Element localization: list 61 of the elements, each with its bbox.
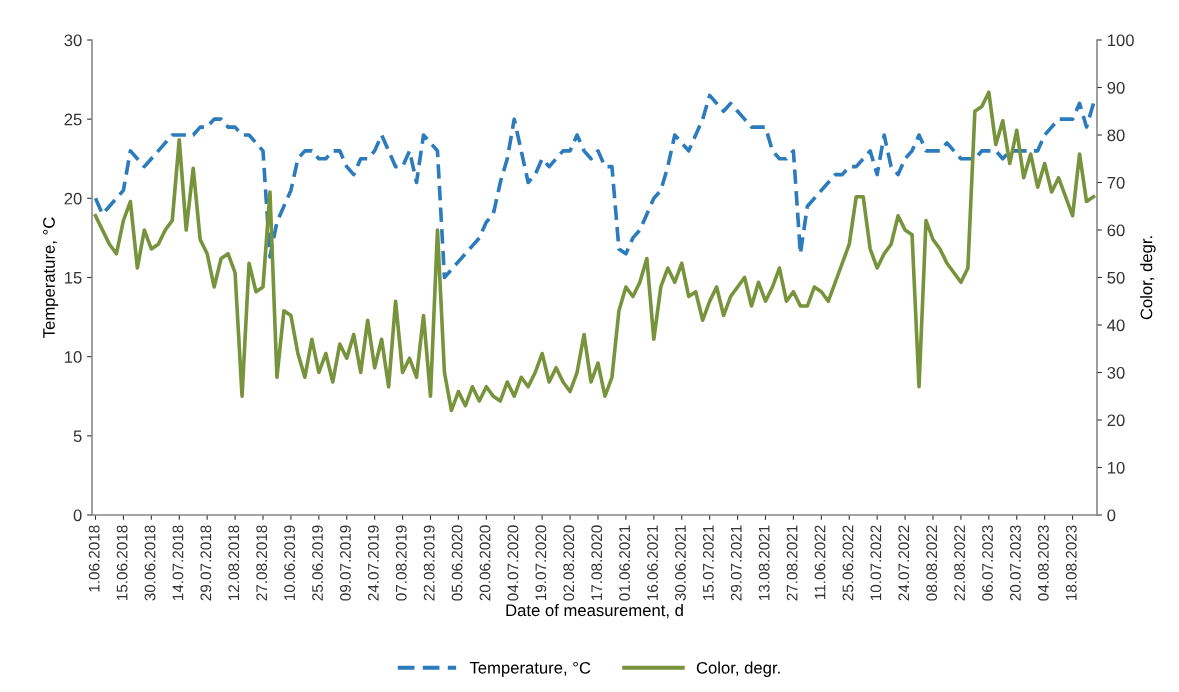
legend-label: Color, degr.: [696, 661, 780, 677]
x-tick-label: 22.08.2022: [954, 525, 966, 601]
x-tick-label: 06.07.2023: [982, 525, 993, 601]
x-tick-label: 20.06.2020: [479, 525, 491, 601]
x-tick-label: 29.07.2021: [730, 525, 742, 601]
x-tick-label: 24.07.2019: [367, 525, 379, 601]
x-tick-label: 20.07.2023: [1010, 525, 1021, 601]
legend-label: Temperature, °C: [469, 661, 591, 677]
y2-tick-label: 90: [1107, 81, 1125, 94]
y2-tick-label: 20: [1107, 414, 1125, 427]
y2-tick-label: 80: [1107, 129, 1125, 142]
x-tick-label: 17.08.2020: [591, 525, 603, 601]
x-tick-label: 11.06.2022: [814, 525, 826, 599]
x-tick-label: 25.06.2019: [312, 525, 323, 601]
y2-tick-label: 10: [1107, 461, 1125, 474]
y-tick-label: 5: [73, 430, 82, 443]
x-tick-label: 29.07.2018: [200, 525, 212, 601]
y2-tick-label: 70: [1107, 176, 1125, 189]
y2-tick-label: 0: [1107, 509, 1116, 522]
x-tick-label: 10.07.2022: [870, 525, 882, 601]
x-tick-label: 12.08.2018: [228, 525, 240, 601]
line-series: [93, 93, 1096, 280]
x-tick-label: 30.06.2018: [144, 525, 156, 601]
y-tick-label: 0: [73, 509, 82, 522]
x-tick-label: 14.07.2018: [172, 525, 184, 601]
x-tick-label: 30.06.2021: [675, 525, 686, 601]
x-tick-label: 07.08.2019: [395, 525, 407, 601]
x-tick-label: 10.06.2019: [284, 525, 296, 601]
x-tick-label: 19.07.2020: [535, 525, 547, 601]
x-tick-label: 27.08.2018: [256, 525, 268, 601]
x-tick-label: 01.06.2021: [619, 525, 631, 601]
x-tick-label: 24.07.2022: [898, 525, 910, 601]
x-tick-label: 1.06.2018: [88, 525, 100, 592]
x-tick-label: 05.06.2020: [451, 525, 463, 601]
x-tick-label: 25.06.2022: [842, 525, 854, 601]
x-tick-label: 04.07.2020: [507, 525, 519, 601]
y2-tick-label: 50: [1107, 271, 1125, 284]
x-tick-label: 09.07.2019: [340, 525, 351, 601]
x-tick-label: 02.08.2020: [563, 525, 575, 601]
x-tick-label: 15.06.2018: [116, 525, 128, 601]
y2-axis-title: Color, degr.: [1140, 236, 1156, 320]
y-tick-label: 15: [65, 272, 82, 284]
y2-tick-label: 40: [1107, 319, 1125, 332]
x-tick-label: 15.07.2021: [702, 525, 714, 601]
y-axis-title: Temperature, °C: [43, 217, 59, 338]
x-tick-label: 18.08.2023: [1065, 525, 1077, 601]
x-tick-label: 13.08.2021: [758, 525, 770, 601]
y-tick-label: 30: [64, 34, 82, 47]
x-tick-label: 04.08.2023: [1037, 525, 1049, 601]
x-axis-title: Date of measurement, d: [506, 603, 683, 619]
y2-tick-label: 30: [1107, 366, 1125, 379]
x-tick-label: 22.08.2019: [423, 525, 435, 601]
y-tick-label: 20: [64, 192, 82, 205]
x-tick-label: 08.08.2022: [926, 525, 938, 601]
line-series: [93, 90, 1096, 413]
x-tick-label: 16.06.2021: [647, 525, 658, 601]
y-tick-label: 25: [64, 113, 82, 126]
y2-tick-label: 100: [1107, 34, 1134, 47]
y-tick-label: 10: [65, 351, 82, 363]
y2-tick-label: 60: [1107, 224, 1125, 237]
x-tick-label: 27.08.2021: [786, 525, 798, 601]
